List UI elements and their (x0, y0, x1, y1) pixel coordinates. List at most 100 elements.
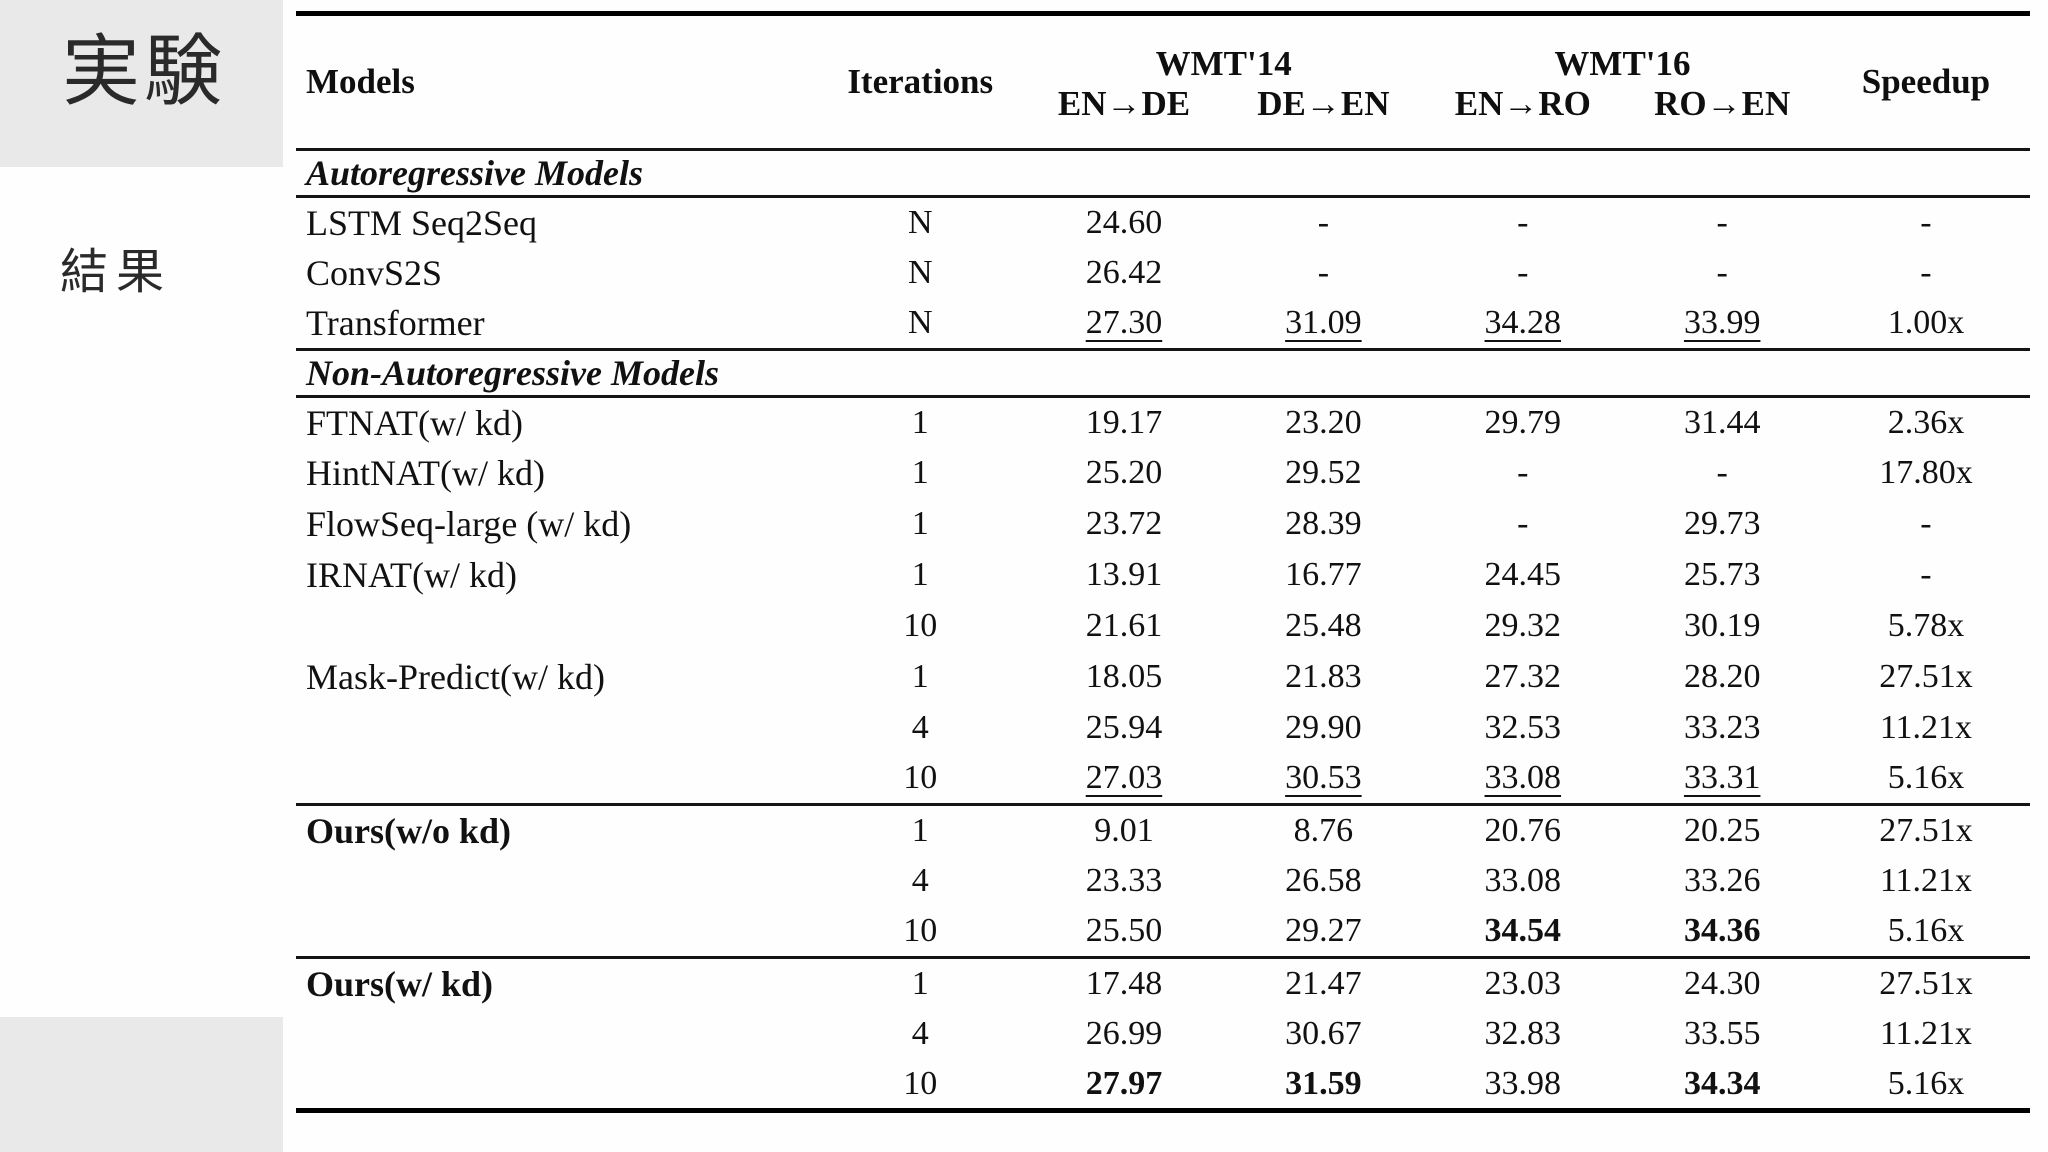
speedup-value: 11.21x (1879, 709, 1973, 746)
col-header-ro-en: RO→EN (1654, 84, 1791, 123)
speedup-value: 5.78x (1887, 607, 1965, 644)
iterations-value: 4 (911, 709, 929, 746)
table-row: 10 27.03 30.53 33.08 33.31 5.16x (296, 754, 2030, 805)
speedup-value: 11.21x (1879, 1015, 1973, 1052)
model-name (296, 601, 816, 652)
iterations-value: 4 (911, 862, 929, 899)
score-en-de: 18.05 (1085, 658, 1163, 695)
score-ro-en: 31.44 (1683, 403, 1761, 441)
model-name: ConvS2S (306, 253, 443, 293)
iterations-value: 10 (903, 607, 938, 644)
speedup-value: 5.16x (1887, 759, 1965, 797)
header-row-groups: Models Iterations WMT'14 WMT'16 Speedup (296, 14, 2030, 101)
model-name (296, 856, 816, 907)
col-header-de-en: DE→EN (1257, 84, 1390, 123)
col-header-en-ro: EN→RO (1454, 84, 1591, 123)
score-ro-en: - (1716, 254, 1728, 291)
score-ro-en: - (1716, 454, 1728, 491)
table-row: Ours(w/ kd) 1 17.48 21.47 23.03 24.30 27.51x (296, 957, 2030, 1009)
table-row: Transformer N 27.30 31.09 34.28 33.99 1.00x (296, 299, 2030, 350)
speedup-value: 1.00x (1887, 304, 1965, 342)
score-en-de: 27.97 (1085, 1064, 1163, 1102)
score-de-en: 23.20 (1285, 403, 1362, 441)
speedup-value: - (1920, 505, 1932, 542)
score-en-de: 25.94 (1085, 709, 1163, 746)
iterations-value: 4 (911, 1015, 929, 1052)
score-ro-en: - (1716, 203, 1728, 241)
score-en-de: 26.42 (1085, 254, 1163, 291)
table-row: ConvS2S N 26.42 - - - - (296, 248, 2030, 299)
score-en-de: 27.30 (1085, 304, 1163, 342)
score-en-ro: 33.98 (1484, 1064, 1562, 1102)
score-en-ro: - (1517, 254, 1529, 291)
model-name: FTNAT(w/ kd) (306, 402, 523, 443)
score-en-ro: 20.76 (1484, 811, 1562, 849)
score-ro-en: 33.55 (1683, 1015, 1761, 1052)
score-ro-en: 24.30 (1683, 964, 1761, 1002)
score-ro-en: 34.36 (1683, 912, 1761, 950)
model-name: FlowSeq-large (w/ kd) (306, 504, 632, 544)
table-row: HintNAT(w/ kd) 1 25.20 29.52 - - 17.80x (296, 448, 2030, 499)
score-ro-en: 29.73 (1683, 505, 1761, 542)
table-row: 10 27.97 31.59 33.98 34.34 5.16x (296, 1060, 2030, 1111)
speedup-value: 2.36x (1887, 403, 1965, 441)
score-de-en: - (1317, 254, 1330, 291)
slide-title: 実験 (62, 27, 227, 117)
section-header-label: Non-Autoregressive Models (306, 353, 719, 393)
score-en-de: 23.33 (1085, 862, 1163, 899)
iterations-value: N (907, 203, 933, 241)
score-de-en: 31.09 (1285, 304, 1362, 342)
score-ro-en: 33.26 (1683, 862, 1761, 899)
col-header-speedup: Speedup (1861, 61, 1991, 101)
score-ro-en: 20.25 (1683, 811, 1761, 849)
score-de-en: - (1317, 203, 1330, 241)
decor-block-top (0, 0, 283, 167)
score-en-ro: 34.28 (1484, 304, 1562, 342)
score-en-de: 26.99 (1085, 1015, 1163, 1052)
table-row: 4 25.94 29.90 32.53 33.23 11.21x (296, 703, 2030, 754)
score-ro-en: 33.23 (1683, 709, 1761, 746)
iterations-value: 1 (911, 964, 929, 1002)
score-en-de: 21.61 (1085, 607, 1163, 644)
score-de-en: 8.76 (1293, 811, 1354, 849)
col-header-wmt14: WMT'14 (1155, 43, 1292, 83)
score-de-en: 28.39 (1285, 505, 1362, 542)
score-de-en: 30.53 (1285, 759, 1362, 797)
score-ro-en: 33.99 (1683, 304, 1761, 342)
results-table: Models Iterations WMT'14 WMT'16 Speedup … (296, 11, 2030, 1113)
speedup-value: - (1920, 556, 1932, 593)
iterations-value: 1 (911, 505, 929, 542)
score-ro-en: 28.20 (1683, 658, 1761, 695)
score-en-ro: 32.53 (1484, 709, 1562, 746)
score-ro-en: 34.34 (1683, 1064, 1761, 1102)
score-en-ro: 29.32 (1484, 607, 1562, 644)
iterations-value: 10 (903, 1064, 938, 1102)
table-row: LSTM Seq2Seq N 24.60 - - - - (296, 197, 2030, 248)
table-row: IRNAT(w/ kd) 1 13.91 16.77 24.45 25.73 - (296, 550, 2030, 601)
score-ro-en: 30.19 (1683, 607, 1761, 644)
table-row: FTNAT(w/ kd) 1 19.17 23.20 29.79 31.44 2.36x (296, 397, 2030, 448)
table-row: 4 23.33 26.58 33.08 33.26 11.21x (296, 856, 2030, 907)
score-en-de: 9.01 (1094, 811, 1154, 849)
table-row: 4 26.99 30.67 32.83 33.55 11.21x (296, 1009, 2030, 1060)
iterations-value: N (907, 304, 933, 342)
model-name: Transformer (306, 303, 485, 344)
table-row: Ours(w/o kd) 1 9.01 8.76 20.76 20.25 27.51x (296, 804, 2030, 856)
score-en-ro: - (1517, 454, 1529, 491)
col-header-models: Models (306, 61, 415, 101)
score-de-en: 29.27 (1285, 912, 1362, 950)
score-en-ro: 33.08 (1484, 862, 1562, 899)
slide-subtitle: 結果 (60, 244, 173, 300)
speedup-value: 5.16x (1887, 912, 1965, 950)
score-en-de: 25.20 (1085, 454, 1163, 491)
score-en-ro: - (1517, 203, 1529, 241)
iterations-value: 1 (911, 403, 929, 441)
score-en-ro: 34.54 (1484, 912, 1562, 950)
section-header-row: Autoregressive Models (296, 149, 2030, 197)
iterations-value: 10 (903, 912, 938, 950)
iterations-value: 10 (903, 759, 938, 797)
score-en-de: 24.60 (1085, 203, 1163, 241)
score-en-ro: 29.79 (1484, 403, 1562, 441)
score-en-ro: - (1517, 505, 1529, 542)
score-en-de: 25.50 (1085, 912, 1163, 950)
